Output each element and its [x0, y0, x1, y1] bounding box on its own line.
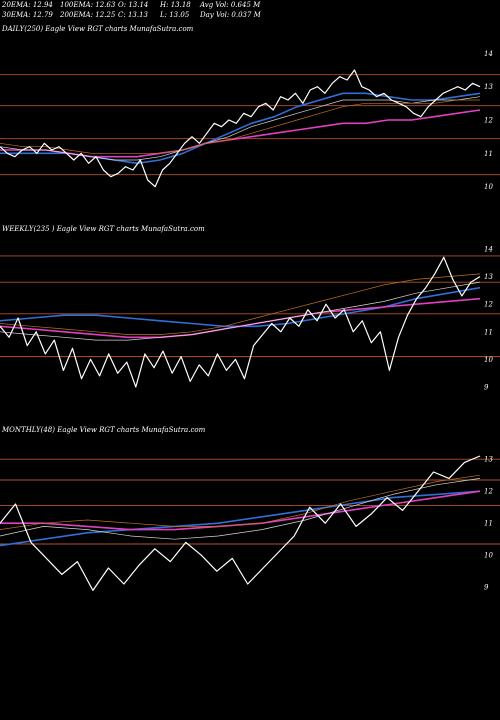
- hdr-close: C: 13.13: [118, 11, 148, 19]
- hdr-low: L: 13.05: [160, 11, 190, 19]
- weekly-price-line: [0, 256, 481, 388]
- daily-ytick-3: 11: [484, 150, 493, 158]
- daily-ytick-0: 14: [484, 50, 493, 58]
- weekly-ytick-0: 14: [484, 246, 493, 254]
- monthly-price-line: [0, 455, 481, 592]
- monthly-ytick-2: 11: [484, 520, 493, 528]
- monthly-ytick-1: 12: [484, 488, 493, 496]
- panel-monthly: 13 12 11 10 9: [0, 455, 500, 592]
- weekly-ytick-1: 13: [484, 273, 493, 281]
- panel-daily-label: DAILY(250) Eagle View RGT charts MunafaS…: [2, 25, 194, 33]
- weekly-ytick-5: 9: [484, 383, 489, 391]
- hdr-ema20: 20EMA: 12.94: [2, 1, 53, 9]
- weekly-ma-line-2: [0, 281, 481, 341]
- monthly-ma-line-0: [0, 490, 481, 547]
- panel-daily: 14 13 12 11 10: [0, 50, 500, 191]
- weekly-ma-line-1: [0, 297, 481, 339]
- daily-ytick-4: 10: [484, 183, 493, 191]
- hdr-dayvol: Day Vol: 0.037 M: [200, 11, 261, 19]
- weekly-ytick-3: 11: [484, 328, 493, 336]
- monthly-ma-line-3: [0, 474, 481, 530]
- weekly-ytick-2: 12: [484, 301, 493, 309]
- weekly-ma-line-3: [0, 273, 481, 335]
- hdr-ema200: 200EMA: 12.25: [60, 11, 116, 19]
- daily-ma-line-0: [0, 92, 481, 165]
- panel-weekly: 14 13 12 11 10 9: [0, 246, 500, 391]
- panel-weekly-label: WEEKLY(235 ) Eagle View RGT charts Munaf…: [2, 225, 205, 233]
- hdr-ema100: 100EMA: 12.63: [60, 1, 116, 9]
- monthly-ma-line-2: [0, 478, 481, 540]
- monthly-ytick-4: 9: [484, 584, 489, 592]
- hdr-ema30: 30EMA: 12.79: [2, 11, 53, 19]
- daily-price-line: [0, 69, 481, 188]
- weekly-ytick-4: 10: [484, 356, 493, 364]
- monthly-ytick-0: 13: [484, 456, 493, 464]
- hdr-open: O: 13.14: [118, 1, 149, 9]
- weekly-ma-line-0: [0, 286, 481, 328]
- hdr-high: H: 13.18: [160, 1, 191, 9]
- daily-ytick-2: 12: [484, 117, 493, 125]
- daily-ma-line-1: [0, 109, 481, 158]
- daily-ytick-1: 13: [484, 83, 493, 91]
- monthly-ytick-3: 10: [484, 552, 493, 560]
- hdr-avgvol: Avg Vol: 0.645 M: [200, 1, 261, 9]
- panel-monthly-label: MONTHLY(48) Eagle View RGT charts Munafa…: [2, 426, 206, 434]
